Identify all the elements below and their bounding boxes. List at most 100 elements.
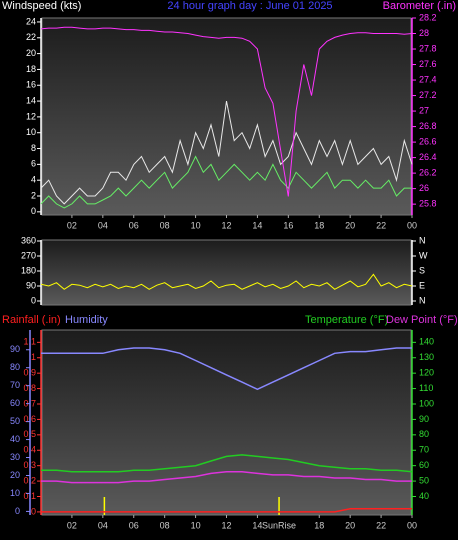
x-tick-label: 20 [345, 220, 355, 230]
plot-area [41, 329, 412, 516]
x-tick-label: 00 [407, 220, 417, 230]
y-tick-label: 26 [419, 183, 429, 193]
plot-area [41, 239, 412, 306]
y-tick-label: 90 [10, 344, 20, 354]
y-tick-label: 6 [31, 159, 36, 169]
series-line [40, 101, 413, 205]
y-tick-label: 50 [419, 475, 429, 485]
y-tick-label: 1 [31, 352, 36, 362]
y-tick-label: W [419, 250, 428, 260]
y-tick-label: 14 [26, 95, 36, 105]
series-line [40, 26, 413, 197]
y-tick-label: 10 [10, 488, 20, 498]
y-tick-label: 70 [419, 445, 429, 455]
y-tick-label: 70 [10, 380, 20, 390]
y-tick-label: 8 [31, 143, 36, 153]
series-line [41, 471, 412, 484]
x-tick-label: 02 [67, 520, 77, 530]
x-tick-label: 08 [160, 520, 170, 530]
legend-entry: Rainfall (.in) [2, 314, 61, 326]
legend-entry: Temperature (°F) [305, 314, 388, 326]
x-tick-label: 14 [252, 520, 262, 530]
y-tick-label: 12 [26, 111, 36, 121]
legend-entry: Humidity [65, 314, 108, 326]
y-tick-label: 110 [419, 383, 433, 393]
y-tick-label: 26.8 [419, 121, 437, 131]
x-tick-label: 22 [376, 520, 386, 530]
y-tick-label: 90 [26, 280, 36, 290]
y-tick-label: 100 [419, 398, 434, 408]
y-tick-label: 140 [419, 337, 434, 347]
y-tick-label: 120 [419, 368, 434, 378]
y-tick-label: 270 [21, 250, 36, 260]
y-tick-label: 16 [26, 80, 36, 90]
y-tick-label: 24 [26, 16, 36, 26]
x-tick-label: 04 [98, 520, 108, 530]
x-tick-label: 14 [252, 220, 262, 230]
y-tick-label: 27.2 [419, 90, 437, 100]
series-line [41, 454, 413, 473]
y-tick-label: 40 [10, 434, 20, 444]
x-tick-label: 04 [98, 220, 108, 230]
chart-title: 24 hour graph day : June 01 2025 [167, 0, 332, 12]
y-tick-label: 22 [26, 32, 36, 42]
y-tick-label: 27 [419, 105, 429, 115]
y-tick-label: 80 [419, 429, 429, 439]
plot-area [41, 17, 412, 216]
y-tick-label: 26.6 [419, 136, 437, 146]
x-tick-label: 20 [345, 520, 355, 530]
y-tick-label: 27.4 [419, 74, 437, 84]
y-tick-label: N [419, 295, 426, 305]
y-tick-label: N [419, 235, 426, 245]
y-tick-label: 27.6 [419, 59, 437, 69]
y-tick-label: 60 [10, 398, 20, 408]
series-line [41, 508, 412, 513]
series-line [41, 347, 412, 391]
y-tick-label: 20 [10, 470, 20, 480]
y-axis-label: Windspeed (kts) [2, 0, 81, 12]
y-tick-label: 18 [26, 64, 36, 74]
y-tick-label: 0 [31, 206, 36, 216]
series-line [40, 155, 412, 209]
x-tick-label: 10 [191, 220, 201, 230]
y-tick-label: S [419, 265, 425, 275]
y-tick-label: 60 [419, 460, 429, 470]
x-tick-label: 10 [191, 520, 201, 530]
y-tick-label: E [419, 280, 425, 290]
y-tick-label: 50 [10, 416, 20, 426]
y-tick-label: 80 [10, 362, 20, 372]
y-tick-label: 27.8 [419, 43, 437, 53]
y-tick-label: 10 [26, 127, 36, 137]
y-tick-label: 40 [419, 491, 429, 501]
y-tick-label: 2 [31, 190, 36, 200]
y-tick-label: 0 [15, 506, 20, 516]
y-tick-label: 0 [31, 506, 36, 516]
y-tick-label: 30 [10, 452, 20, 462]
x-tick-label: 02 [67, 220, 77, 230]
x-tick-label: 12 [221, 520, 231, 530]
x-tick-label: 00 [407, 520, 417, 530]
y-tick-label: 130 [419, 352, 434, 362]
x-tick-label: 18 [314, 520, 324, 530]
legend-entry: Dew Point (°F) [386, 314, 458, 326]
x-tick-label: 16 [283, 220, 293, 230]
y-tick-label: 4 [31, 175, 36, 185]
y2-axis-label: Barometer (.in) [383, 0, 456, 12]
y-tick-label: 25.8 [419, 199, 437, 209]
x-tick-label: 12 [221, 220, 231, 230]
event-label: SunRise [262, 520, 296, 530]
y-tick-label: 360 [21, 235, 36, 245]
x-tick-label: 18 [314, 220, 324, 230]
series-line [40, 273, 413, 290]
y-tick-label: 90 [419, 414, 429, 424]
x-tick-label: 06 [129, 520, 139, 530]
y-tick-label: 0 [31, 295, 36, 305]
y-tick-label: 180 [21, 265, 36, 275]
x-tick-label: 08 [160, 220, 170, 230]
y-tick-label: 26.4 [419, 152, 437, 162]
x-tick-label: 06 [129, 220, 139, 230]
y-tick-label: 20 [26, 48, 36, 58]
y-tick-label: 26.2 [419, 167, 437, 177]
x-tick-label: 22 [376, 220, 386, 230]
